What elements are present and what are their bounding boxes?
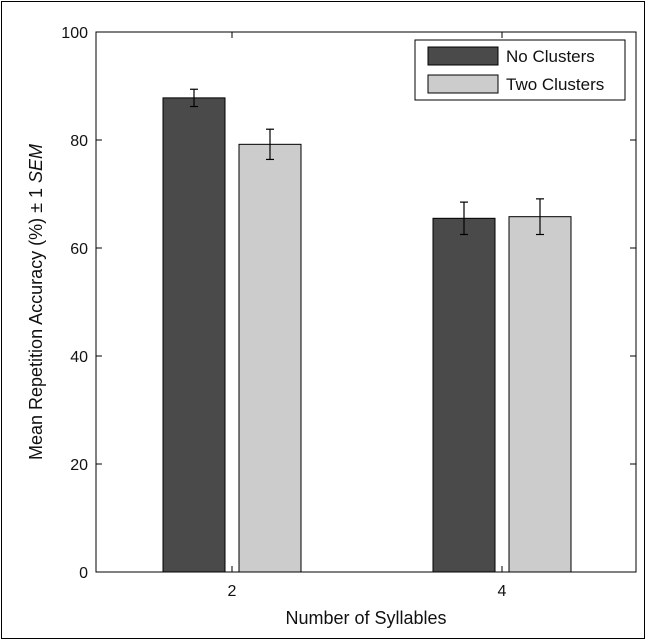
y-tick-label: 20 [70, 457, 88, 474]
y-tick-label: 100 [61, 25, 88, 42]
legend-swatch-no-clusters [427, 46, 499, 66]
y-axis-label-italic: SEM [26, 144, 46, 183]
x-tick-label: 4 [498, 583, 507, 600]
y-tick-label: 80 [70, 133, 88, 150]
y-tick-label: 60 [70, 241, 88, 258]
x-axis-label: Number of Syllables [285, 608, 446, 628]
y-axis-label-main: Mean Repetition Accuracy (%) ± 1 [26, 183, 46, 460]
bar-no-clusters-4 [432, 217, 496, 573]
legend-swatch-two-clusters [427, 74, 499, 94]
y-tick-label: 0 [79, 565, 88, 582]
y-tick-label: 40 [70, 349, 88, 366]
bar-two-clusters-4 [508, 216, 572, 573]
bar-no-clusters-2 [162, 97, 226, 573]
x-tick-label: 2 [228, 583, 237, 600]
legend-label-no-clusters: No Clusters [506, 47, 595, 66]
legend: No Clusters Two Clusters [414, 39, 626, 101]
y-axis-label: Mean Repetition Accuracy (%) ± 1 SEM [26, 144, 46, 460]
bar-two-clusters-2 [238, 143, 302, 573]
legend-label-two-clusters: Two Clusters [506, 75, 604, 94]
